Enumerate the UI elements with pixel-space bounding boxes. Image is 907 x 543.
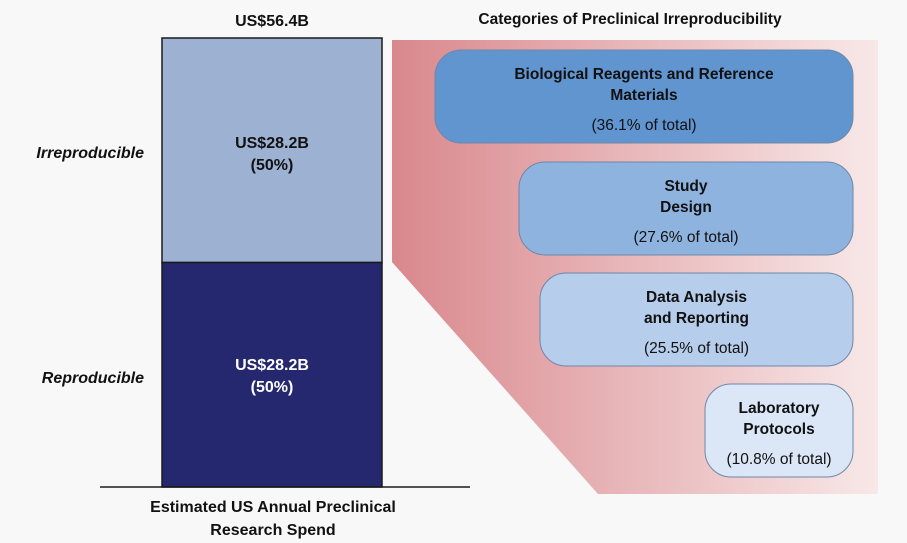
reproducible-segment-value: US$28.2B (235, 357, 309, 374)
reproducible-side-label: Reproducible (42, 370, 144, 387)
category-data-analysis: Data Analysis and Reporting (25.5% of tota… (539, 272, 854, 367)
category-name-line: Data Analysis (646, 289, 747, 306)
x-axis-label-line1: Estimated US Annual Preclinical (150, 499, 396, 516)
categories-title: Categories of Preclinical Irreproducibil… (478, 11, 782, 28)
category-box (434, 49, 854, 144)
category-percent-label: (36.1% of total) (591, 117, 696, 134)
bar-segment-irreproducible (161, 37, 383, 264)
category-boxes: Biological Reagents and Reference Materia… (434, 49, 854, 478)
category-box (518, 161, 854, 256)
category-percent-label: (27.6% of total) (633, 229, 738, 246)
category-laboratory-protocols: Laboratory Protocols (10.8% of total) (704, 383, 854, 478)
category-biological-reagents: Biological Reagents and Reference Materia… (434, 49, 854, 144)
irreproducible-segment-percent: (50%) (251, 157, 294, 174)
category-name-line: Laboratory (739, 400, 820, 417)
category-name-line: Biological Reagents and Reference (514, 66, 774, 83)
category-percent-label: (25.5% of total) (644, 340, 749, 357)
category-study-design: Study Design (27.6% of total) (518, 161, 854, 256)
category-box (539, 272, 854, 367)
category-box (704, 383, 854, 478)
bar-total-label: US$56.4B (235, 13, 309, 30)
category-name-line: Design (660, 199, 712, 216)
category-name-line: and Reporting (644, 310, 749, 327)
category-percent-label: (10.8% of total) (726, 451, 831, 468)
category-name-line: Materials (610, 87, 677, 104)
irreproducible-side-label: Irreproducible (36, 145, 144, 162)
category-name-line: Protocols (743, 421, 814, 438)
x-axis-label-line2: Research Spend (210, 522, 335, 539)
funnel-background (392, 40, 878, 494)
category-name-line: Study (664, 178, 707, 195)
bar-segment-reproducible (161, 261, 383, 488)
reproducible-segment-percent: (50%) (251, 379, 294, 396)
irreproducible-segment-value: US$28.2B (235, 135, 309, 152)
